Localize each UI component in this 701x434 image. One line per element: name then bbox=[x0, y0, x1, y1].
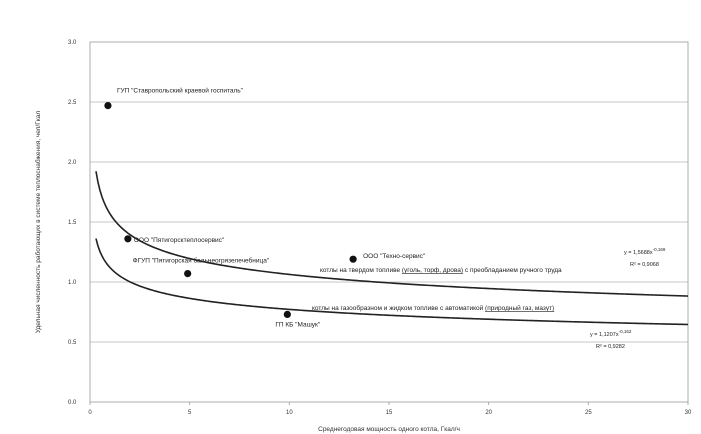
y-tick-label-0: 0.0 bbox=[68, 400, 77, 406]
data-point-label-1: ГУП "Ставропольский краевой госпиталь" bbox=[117, 87, 244, 95]
trend-1-r2: R² = 0,9068 bbox=[630, 262, 659, 268]
trend-1-equation: y = 1,5688x-0,169 bbox=[624, 247, 666, 256]
trendlines bbox=[95, 171, 689, 326]
trend-1-label-part1: котлы на твердом топливе bbox=[320, 267, 402, 274]
x-tick-label-5: 25 bbox=[585, 410, 592, 416]
trend-2-label-part2: (природный газ, мазут) bbox=[485, 304, 554, 312]
x-tick-label-0: 0 bbox=[88, 410, 92, 416]
x-tick-label-3: 15 bbox=[386, 410, 393, 416]
data-point-1 bbox=[104, 102, 112, 110]
data-point-2 bbox=[124, 235, 132, 243]
y-tick-label-3: 1.5 bbox=[68, 220, 77, 226]
trend-1-label-part3: с преобладанием ручного труда bbox=[463, 266, 562, 274]
trend-2-r2: R² = 0,9282 bbox=[596, 344, 625, 350]
trend-1-equation-text: y = 1,5688x bbox=[624, 250, 653, 256]
gridlines bbox=[90, 101, 688, 343]
data-point-label-3: ФГУП "Пятигорская бальнеогрязелечебница" bbox=[133, 257, 270, 265]
y-tick-labels: 0.0 0.5 1.0 1.5 2.0 2.5 3.0 bbox=[68, 40, 77, 406]
x-tick-label-4: 20 bbox=[485, 410, 492, 416]
trendline-1 bbox=[95, 171, 689, 297]
y-tick-label-2: 1.0 bbox=[68, 280, 77, 286]
data-point-5 bbox=[283, 310, 291, 318]
trend-1-label: котлы на твердом топливе (уголь, торф, д… bbox=[320, 266, 562, 274]
x-tick-label-2: 10 bbox=[286, 410, 293, 416]
trendline-2 bbox=[95, 238, 689, 326]
data-point-4 bbox=[349, 255, 357, 263]
x-tick-labels: 0 5 10 15 20 25 30 bbox=[88, 402, 692, 416]
y-tick-label-5: 2.5 bbox=[68, 100, 77, 106]
x-axis-title: Среднегодовая мощность одного котла, Гка… bbox=[318, 426, 460, 433]
y-tick-label-1: 0.5 bbox=[68, 340, 77, 346]
data-point-label-5: ГП КБ "Машук" bbox=[275, 321, 321, 328]
trend-2-equation: y = 1,1207x-0,162 bbox=[590, 329, 632, 338]
x-tick-label-1: 5 bbox=[188, 410, 192, 416]
trend-2-label-part1: котлы на газообразном и жидком топливе с… bbox=[312, 304, 485, 312]
data-point-3 bbox=[184, 270, 192, 278]
y-axis-title-line: Удельная численность работающих в систем… bbox=[34, 111, 42, 334]
trend-1-label-part2: (уголь, торф, дрова) bbox=[402, 267, 463, 274]
y-tick-label-6: 3.0 bbox=[68, 40, 77, 46]
data-points: ГУП "Ставропольский краевой госпиталь" ОО… bbox=[104, 87, 426, 328]
x-tick-label-6: 30 bbox=[685, 410, 692, 416]
y-tick-label-4: 2.0 bbox=[68, 160, 77, 166]
y-axis-title: Удельная численность работающих в систем… bbox=[34, 111, 42, 334]
trend-2-equation-text: y = 1,1207x bbox=[590, 332, 619, 338]
trend-2-label: котлы на газообразном и жидком топливе с… bbox=[312, 304, 554, 312]
trend-1-exponent: -0,169 bbox=[653, 247, 666, 252]
data-point-label-4: ООО "Техно-сервис" bbox=[363, 253, 426, 260]
data-point-label-2: ООО "Пятигорсктеплосервис" bbox=[134, 237, 225, 244]
trend-2-exponent: -0,162 bbox=[619, 329, 632, 334]
